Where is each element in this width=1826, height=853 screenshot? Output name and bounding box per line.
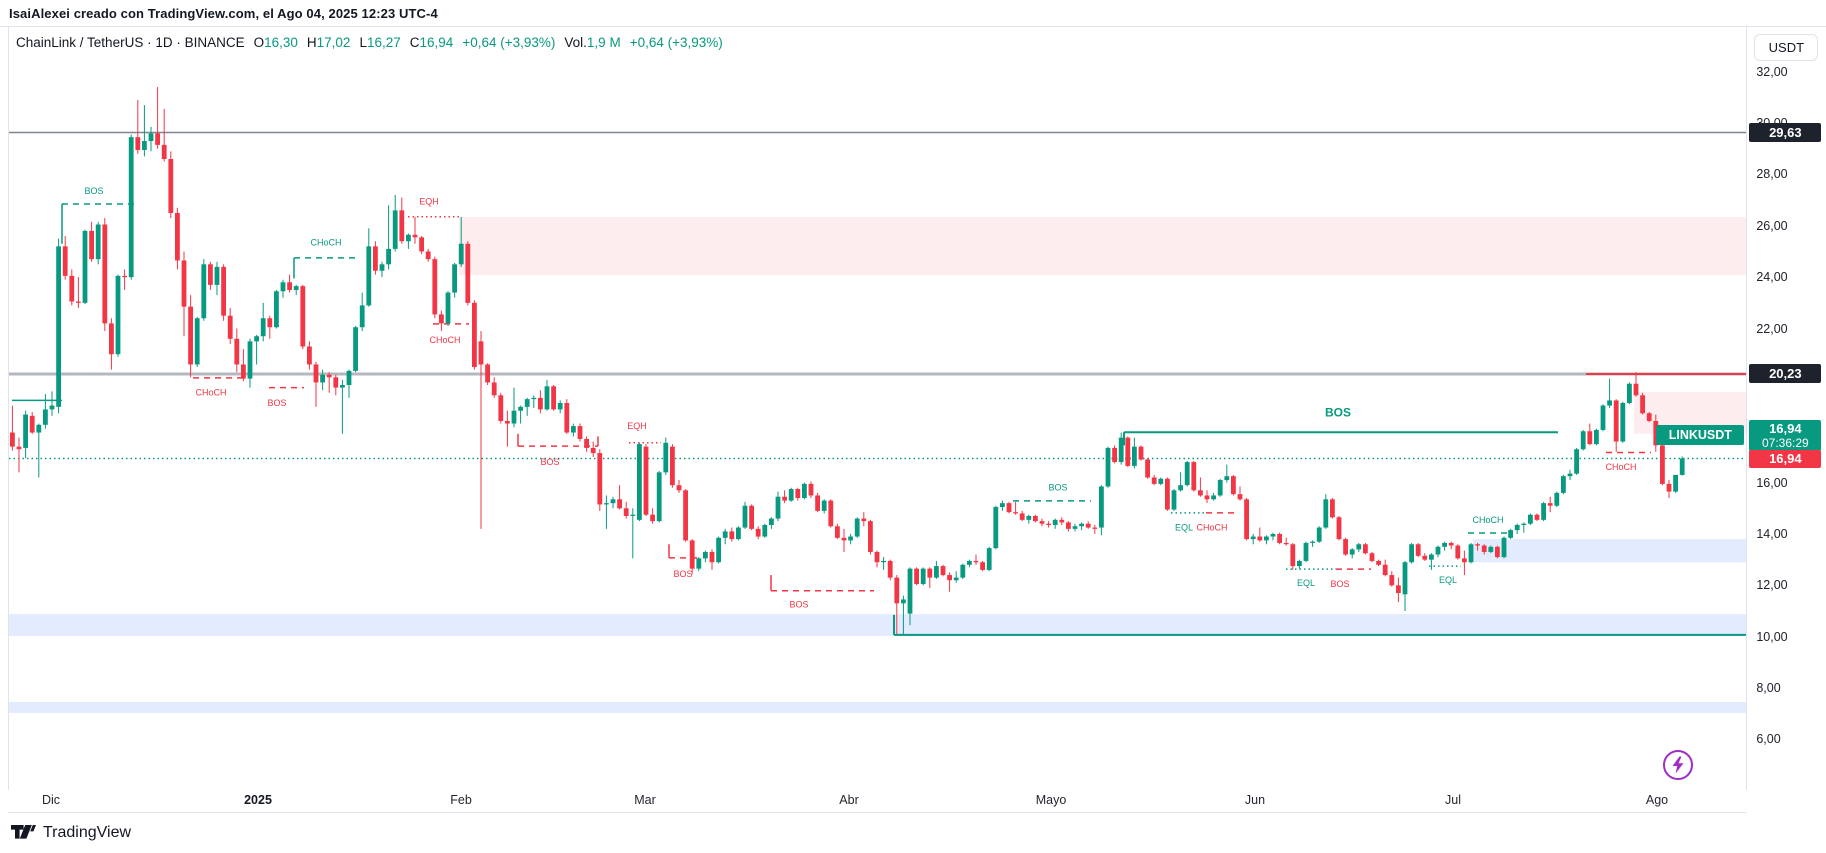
price-axis-tick: 28,00 (1756, 167, 1788, 182)
ohlc-value: 16,27 (366, 35, 401, 50)
ohlc-key: C (409, 35, 420, 50)
lightning-bolt-icon (1672, 756, 1684, 774)
level-lines-layer (9, 131, 1747, 636)
currency-toggle-button[interactable]: USDT (1754, 34, 1819, 61)
tradingview-logo-text: TradingView (43, 824, 132, 841)
price-axis-tick: 26,00 (1756, 218, 1788, 233)
ohlc-key: H (306, 35, 317, 50)
ohlc-value: 17,02 (316, 35, 351, 50)
ohlc-value: 16,94 (419, 35, 454, 50)
symbol-price-tag: LINKUSDT (1656, 425, 1745, 446)
svg-text:EQL: EQL (1175, 523, 1193, 533)
svg-text:BOS: BOS (1048, 483, 1067, 493)
svg-text:CHoCH: CHoCH (1605, 462, 1636, 472)
chart-row: ChainLink / TetherUS · 1D · BINANCE O16,3… (0, 27, 1826, 790)
svg-text:BOS: BOS (789, 600, 808, 610)
svg-text:EQL: EQL (1439, 575, 1457, 585)
level-price-tag: 29,63 (1749, 123, 1822, 143)
symbol-title: ChainLink / TetherUS (16, 35, 144, 50)
svg-text:EQH: EQH (627, 421, 647, 431)
footer-bar: TradingView (0, 813, 1826, 853)
price-axis-tick: 8,00 (1756, 681, 1781, 696)
candlestick-layer (10, 87, 1685, 636)
attribution-bar: IsaiAlexei creado con TradingView.com, e… (0, 0, 1826, 27)
time-axis-label: 2025 (244, 793, 272, 807)
price-axis-tick: 10,00 (1756, 629, 1788, 644)
last-price-countdown-tag: 16,94 07:36:29 (1749, 420, 1822, 452)
volume-label: Vol. (564, 35, 587, 50)
time-axis-label: Jun (1244, 793, 1266, 807)
svg-text:BOS: BOS (673, 569, 692, 579)
ohlc-key: L (359, 35, 367, 50)
volume-value: 1,9 M (586, 35, 621, 50)
time-axis-label: Abr (839, 793, 859, 807)
ohlc-value: 16,30 (264, 35, 298, 50)
time-axis-label: Dic (41, 793, 61, 807)
flash-trade-button[interactable] (1663, 750, 1693, 780)
price-axis-tick: 16,00 (1756, 475, 1788, 490)
time-axis[interactable]: Dic 2025 Feb Mar Abr Mayo Jun Jul Ago (8, 790, 1746, 813)
supply-demand-zones (9, 217, 1747, 713)
price-axis-tick: 32,00 (1756, 64, 1788, 79)
level-price-tag: 20,23 (1749, 364, 1822, 384)
symbol-legend-bar[interactable]: ChainLink / TetherUS · 1D · BINANCE O16,3… (16, 35, 723, 50)
time-axis-label: Mar (634, 793, 656, 807)
price-axis-tick: 22,00 (1756, 321, 1788, 336)
tradingview-logo-icon (11, 824, 36, 839)
svg-text:BOS: BOS (84, 186, 103, 196)
svg-text:BOS: BOS (540, 457, 559, 467)
last-price-tag: 16,94 (1749, 449, 1822, 468)
svg-text:CHoCH: CHoCH (1472, 515, 1503, 525)
chart-plot-area[interactable]: ChainLink / TetherUS · 1D · BINANCE O16,3… (8, 27, 1747, 790)
price-axis-tick: 12,00 (1756, 578, 1788, 593)
svg-text:CHoCH: CHoCH (429, 335, 460, 345)
svg-text:EQH: EQH (419, 196, 439, 206)
tradingview-logo[interactable]: TradingView (11, 824, 131, 842)
time-axis-label: Mayo (1035, 793, 1067, 807)
svg-text:BOS: BOS (1330, 579, 1349, 589)
svg-text:EQL: EQL (1297, 578, 1315, 588)
svg-text:BOS: BOS (1325, 405, 1351, 419)
attribution-text: IsaiAlexei creado con TradingView.com, e… (9, 5, 438, 21)
svg-text:CHoCH: CHoCH (195, 388, 226, 398)
price-axis[interactable]: USDT 32,0030,0028,0026,0024,0022,0016,00… (1746, 27, 1826, 790)
time-axis-label: Feb (450, 793, 472, 807)
svg-text:CHoCH: CHoCH (310, 237, 341, 247)
price-axis-tick: 24,00 (1756, 270, 1788, 285)
price-axis-tick: 14,00 (1756, 526, 1788, 541)
change-value: +0,64 (+3,93%) (462, 35, 556, 50)
ohlc-key: O (253, 35, 265, 50)
price-axis-tick: 6,00 (1756, 732, 1781, 747)
symbol-meta: · 1D · BINANCE (143, 35, 245, 50)
volume-change-value: +0,64 (+3,93%) (629, 35, 723, 50)
svg-text:BOS: BOS (267, 398, 286, 408)
svg-text:CHoCH: CHoCH (1196, 523, 1227, 533)
time-axis-label: Ago (1645, 793, 1669, 807)
time-axis-label: Jul (1445, 793, 1461, 807)
